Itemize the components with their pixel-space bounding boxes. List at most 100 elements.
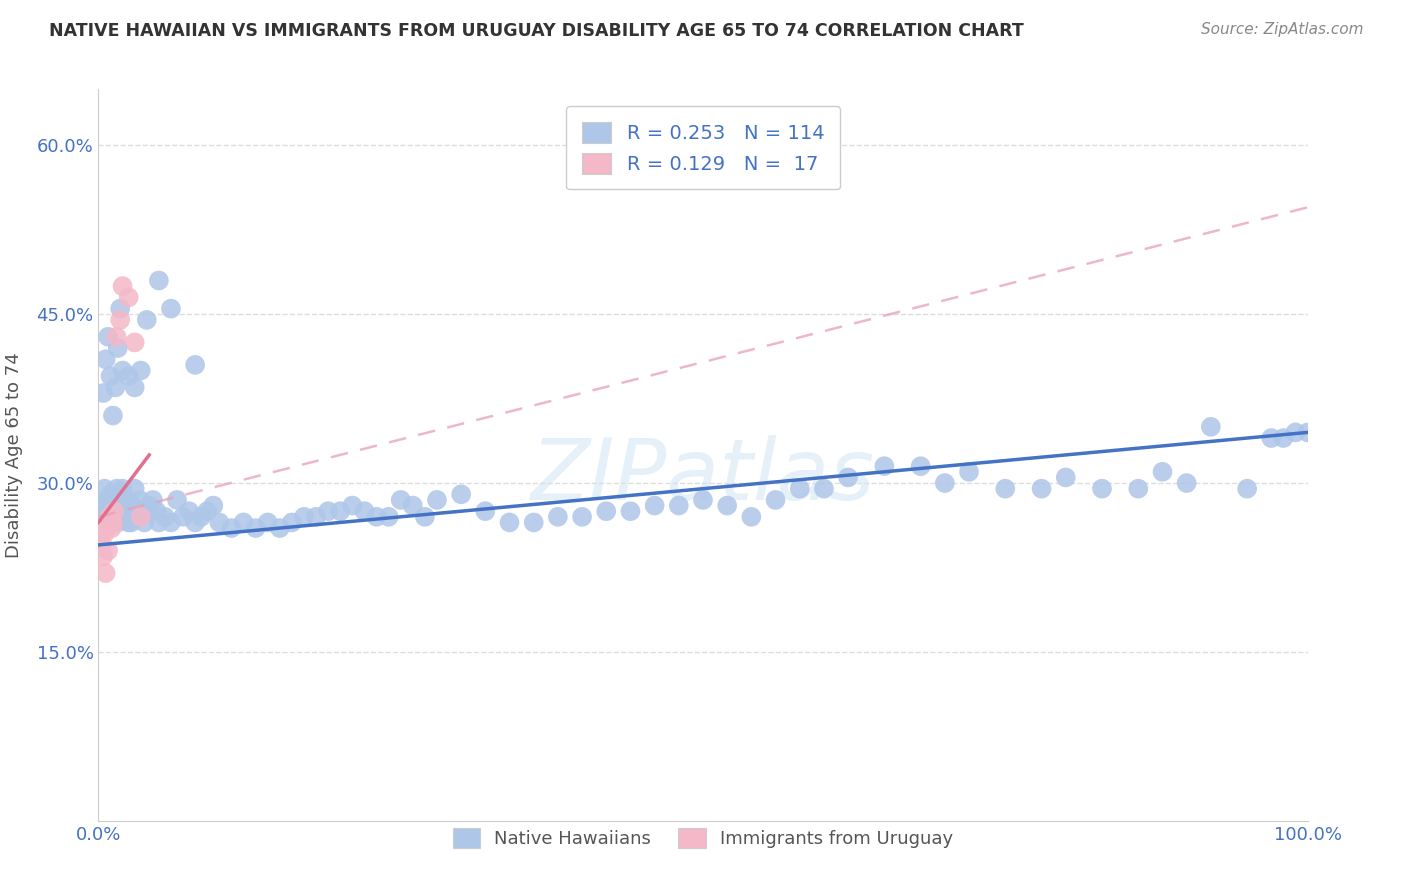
Point <box>305 509 328 524</box>
Point <box>135 313 157 327</box>
Point <box>353 504 375 518</box>
Point <box>402 499 425 513</box>
Point <box>100 516 122 530</box>
Point <box>107 341 129 355</box>
Point <box>110 509 132 524</box>
Point <box>104 380 127 394</box>
Point <box>148 273 170 287</box>
Point <box>166 492 188 507</box>
Point <box>124 335 146 350</box>
Point <box>115 509 138 524</box>
Point <box>184 358 207 372</box>
Point <box>1199 419 1222 434</box>
Point <box>245 521 267 535</box>
Point <box>837 470 859 484</box>
Point <box>692 492 714 507</box>
Point <box>172 509 194 524</box>
Point <box>1284 425 1306 440</box>
Point <box>117 492 139 507</box>
Point <box>97 330 120 344</box>
Point <box>94 352 117 367</box>
Point <box>142 492 165 507</box>
Point <box>366 509 388 524</box>
Point <box>765 492 787 507</box>
Point <box>813 482 835 496</box>
Point <box>135 504 157 518</box>
Point <box>128 492 150 507</box>
Legend: Native Hawaiians, Immigrants from Uruguay: Native Hawaiians, Immigrants from Urugua… <box>446 822 960 855</box>
Point <box>1272 431 1295 445</box>
Point <box>377 509 399 524</box>
Point <box>740 509 762 524</box>
Point <box>118 369 141 384</box>
Point <box>118 516 141 530</box>
Point <box>104 487 127 501</box>
Point <box>98 509 121 524</box>
Point <box>100 521 122 535</box>
Point <box>97 509 120 524</box>
Point <box>329 504 352 518</box>
Point <box>138 499 160 513</box>
Point <box>316 504 339 518</box>
Point <box>108 301 131 316</box>
Point <box>97 543 120 558</box>
Point <box>668 499 690 513</box>
Point <box>93 526 115 541</box>
Point <box>934 476 956 491</box>
Point <box>232 516 254 530</box>
Point <box>789 482 811 496</box>
Point <box>202 499 225 513</box>
Point <box>121 499 143 513</box>
Y-axis label: Disability Age 65 to 74: Disability Age 65 to 74 <box>4 352 22 558</box>
Point <box>108 492 131 507</box>
Point <box>93 482 115 496</box>
Point <box>1128 482 1150 496</box>
Point <box>131 504 153 518</box>
Point <box>595 504 617 518</box>
Point <box>96 492 118 507</box>
Point <box>112 509 135 524</box>
Point <box>103 504 125 518</box>
Point <box>1054 470 1077 484</box>
Point <box>118 290 141 304</box>
Point <box>91 549 114 564</box>
Point <box>160 301 183 316</box>
Point <box>124 380 146 394</box>
Point <box>195 504 218 518</box>
Point <box>129 363 152 377</box>
Point <box>145 504 167 518</box>
Point <box>269 521 291 535</box>
Point <box>105 482 128 496</box>
Point <box>221 521 243 535</box>
Point <box>103 499 125 513</box>
Point <box>96 521 118 535</box>
Point <box>619 504 641 518</box>
Point <box>571 509 593 524</box>
Point <box>426 492 449 507</box>
Point <box>184 516 207 530</box>
Point <box>1296 425 1319 440</box>
Point <box>100 487 122 501</box>
Point <box>957 465 980 479</box>
Point <box>910 459 932 474</box>
Point <box>94 504 117 518</box>
Point <box>1031 482 1053 496</box>
Point <box>127 509 149 524</box>
Point <box>124 482 146 496</box>
Point <box>91 386 114 401</box>
Point <box>100 369 122 384</box>
Point <box>498 516 520 530</box>
Point <box>474 504 496 518</box>
Point <box>111 279 134 293</box>
Point <box>122 509 145 524</box>
Point <box>111 482 134 496</box>
Point <box>547 509 569 524</box>
Point <box>389 492 412 507</box>
Point <box>108 313 131 327</box>
Point <box>994 482 1017 496</box>
Point <box>111 363 134 377</box>
Point <box>94 566 117 580</box>
Point <box>134 516 156 530</box>
Point <box>1260 431 1282 445</box>
Point <box>105 330 128 344</box>
